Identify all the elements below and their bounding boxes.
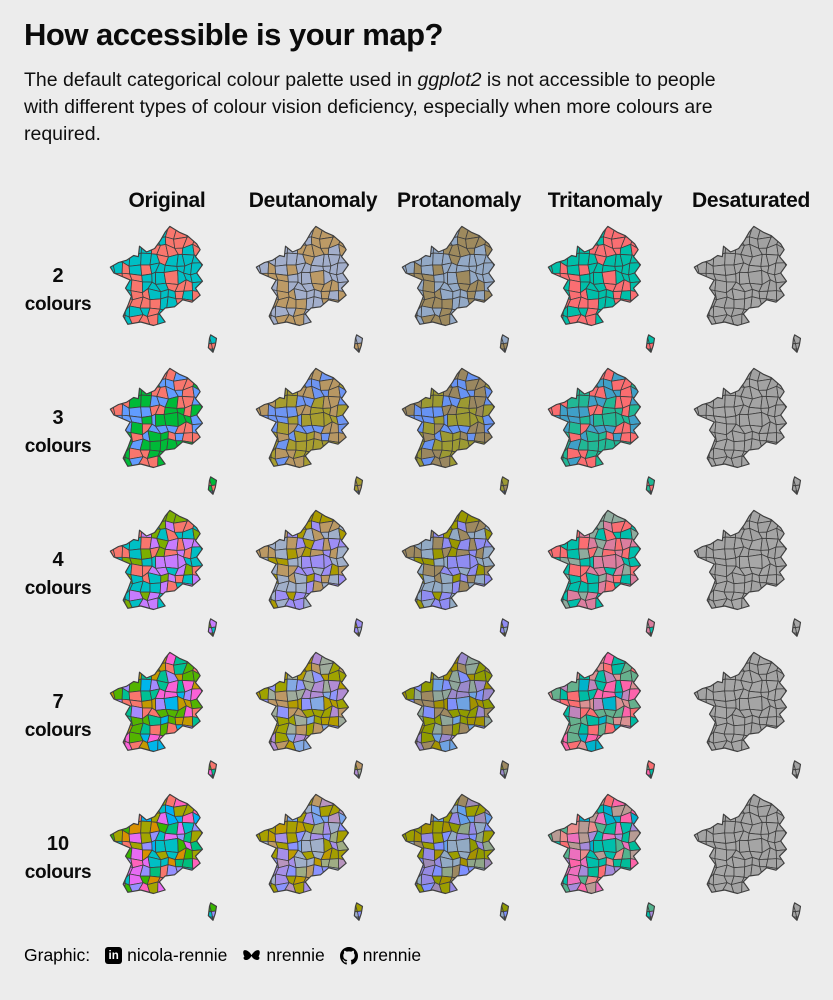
column-header-tritanomaly: Tritanomaly	[547, 189, 663, 213]
map-4-colours-original	[94, 503, 240, 645]
map-4-colours-deutanomaly	[240, 503, 386, 645]
france-map-svg	[255, 509, 363, 637]
map-7-colours-tritanomaly	[532, 645, 678, 787]
france-map-svg	[109, 225, 217, 353]
row-label-word: colours	[24, 577, 92, 599]
map-4-colours-desaturated	[678, 503, 824, 645]
map-7-colours-protanomaly	[386, 645, 532, 787]
france-map-svg	[693, 651, 801, 779]
credit-linkedin: in nicola-rennie	[105, 945, 227, 966]
map-3-colours-protanomaly	[386, 361, 532, 503]
france-map-svg	[693, 793, 801, 921]
credit-bluesky: nrennie	[242, 945, 325, 966]
column-header-deutanomaly: Deutanomaly	[248, 189, 378, 213]
map-10-colours-protanomaly	[386, 787, 532, 929]
map-7-colours-original	[94, 645, 240, 787]
map-2-colours-tritanomaly	[532, 219, 678, 361]
map-4-colours-tritanomaly	[532, 503, 678, 645]
map-2-colours-deutanomaly	[240, 219, 386, 361]
map-7-colours-deutanomaly	[240, 645, 386, 787]
france-map-svg	[547, 367, 655, 495]
map-3-colours-deutanomaly	[240, 361, 386, 503]
france-map-svg	[693, 509, 801, 637]
row-label-4-colours: 4 colours	[22, 503, 94, 645]
row-label-word: colours	[24, 435, 92, 457]
france-map-svg	[401, 367, 509, 495]
map-2-colours-protanomaly	[386, 219, 532, 361]
footer: Graphic: in nicola-rennie nrennie nrenni…	[24, 945, 823, 966]
row-label-3-colours: 3 colours	[22, 361, 94, 503]
map-2-colours-original	[94, 219, 240, 361]
france-map-svg	[255, 367, 363, 495]
map-3-colours-tritanomaly	[532, 361, 678, 503]
butterfly-icon	[243, 950, 261, 961]
credit-handle-github: nrennie	[362, 945, 422, 966]
france-map-svg	[401, 225, 509, 353]
france-map-svg	[401, 793, 509, 921]
row-label-number: 10	[46, 832, 70, 855]
france-map-svg	[109, 509, 217, 637]
column-header-protanomaly: Protanomaly	[397, 189, 521, 213]
row-label-word: colours	[24, 861, 92, 883]
france-map-svg	[401, 509, 509, 637]
france-map-svg	[547, 225, 655, 353]
map-10-colours-original	[94, 787, 240, 929]
credit-github: nrennie	[339, 945, 422, 966]
map-10-colours-tritanomaly	[532, 787, 678, 929]
map-3-colours-original	[94, 361, 240, 503]
row-label-number: 7	[52, 690, 64, 713]
subtitle-text-after: is not accessible to people with differe…	[24, 69, 716, 145]
france-map-svg	[547, 651, 655, 779]
france-map-svg	[547, 793, 655, 921]
france-map-svg	[693, 225, 801, 353]
france-map-svg	[255, 793, 363, 921]
map-2-colours-desaturated	[678, 219, 824, 361]
subtitle-ggplot2: ggplot2	[417, 69, 482, 92]
row-label-number: 2	[52, 264, 64, 287]
france-map-svg	[255, 225, 363, 353]
map-7-colours-desaturated	[678, 645, 824, 787]
map-10-colours-deutanomaly	[240, 787, 386, 929]
map-10-colours-desaturated	[678, 787, 824, 929]
row-label-word: colours	[24, 719, 92, 741]
grid-corner	[22, 177, 94, 219]
row-label-word: colours	[24, 293, 92, 315]
column-header-desaturated: Desaturated	[691, 189, 811, 213]
row-label-7-colours: 7 colours	[22, 645, 94, 787]
france-map-svg	[255, 651, 363, 779]
row-label-number: 4	[52, 548, 64, 571]
row-label-2-colours: 2 colours	[22, 219, 94, 361]
france-map-svg	[109, 367, 217, 495]
map-3-colours-desaturated	[678, 361, 824, 503]
footer-prefix: Graphic:	[24, 945, 91, 966]
france-map-svg	[693, 367, 801, 495]
credit-handle-linkedin: nicola-rennie	[127, 945, 228, 966]
france-map-svg	[401, 651, 509, 779]
page-title: How accessible is your map?	[24, 17, 443, 52]
row-label-10-colours: 10 colours	[22, 787, 94, 929]
france-map-svg	[109, 651, 217, 779]
france-map-svg	[109, 793, 217, 921]
credit-handle-bluesky: nrennie	[266, 945, 325, 966]
row-label-number: 3	[52, 406, 64, 429]
map-grid: Original Deutanomaly Protanomaly Tritano…	[22, 177, 823, 929]
france-map-svg	[547, 509, 655, 637]
map-4-colours-protanomaly	[386, 503, 532, 645]
subtitle-text-before: The default categorical colour palette u…	[24, 69, 418, 92]
linkedin-icon: in	[105, 947, 123, 965]
column-header-original: Original	[128, 189, 206, 213]
subtitle: The default categorical colour palette u…	[24, 67, 734, 147]
github-icon	[339, 946, 358, 965]
